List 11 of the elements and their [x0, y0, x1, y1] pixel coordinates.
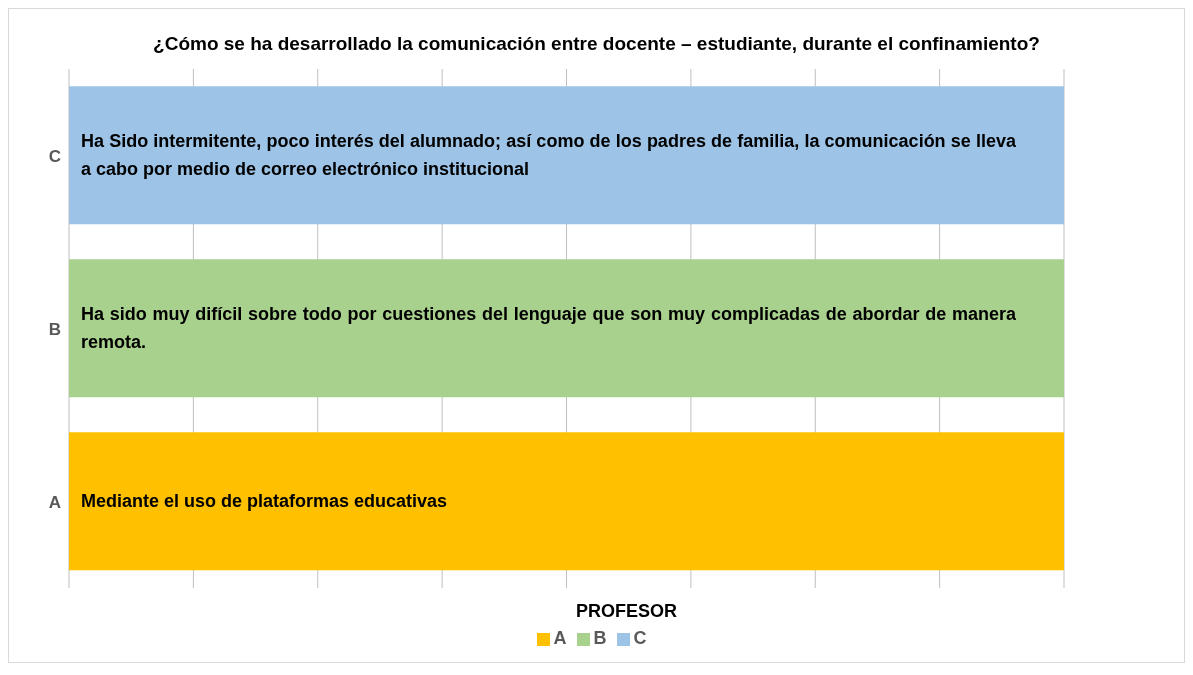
legend-label: A: [553, 628, 567, 648]
chart-title: ¿Cómo se ha desarrollado la comunicación entre docente – estudiante, durante el confinamiento?: [152, 32, 1041, 56]
legend-title: PROFESOR: [575, 601, 678, 622]
y-tick-label: B: [48, 319, 61, 339]
legend-label: B: [593, 628, 607, 648]
annotation: Ha Sido intermitente, poco interés del alumnado; así como de los padres de familia, la comunicación se lleva a cabo por medio de correo electrónico institucional: [81, 130, 1016, 182]
annotation: Ha sido muy difícil sobre todo por cuestiones del lenguaje que son muy complicadas de abordar de manera remota.: [81, 303, 1016, 355]
legend-label: C: [633, 628, 647, 648]
y-tick-label: A: [48, 492, 61, 512]
y-tick-label: C: [48, 146, 61, 166]
annotation: Mediante el uso de plataformas educativas: [81, 490, 448, 514]
